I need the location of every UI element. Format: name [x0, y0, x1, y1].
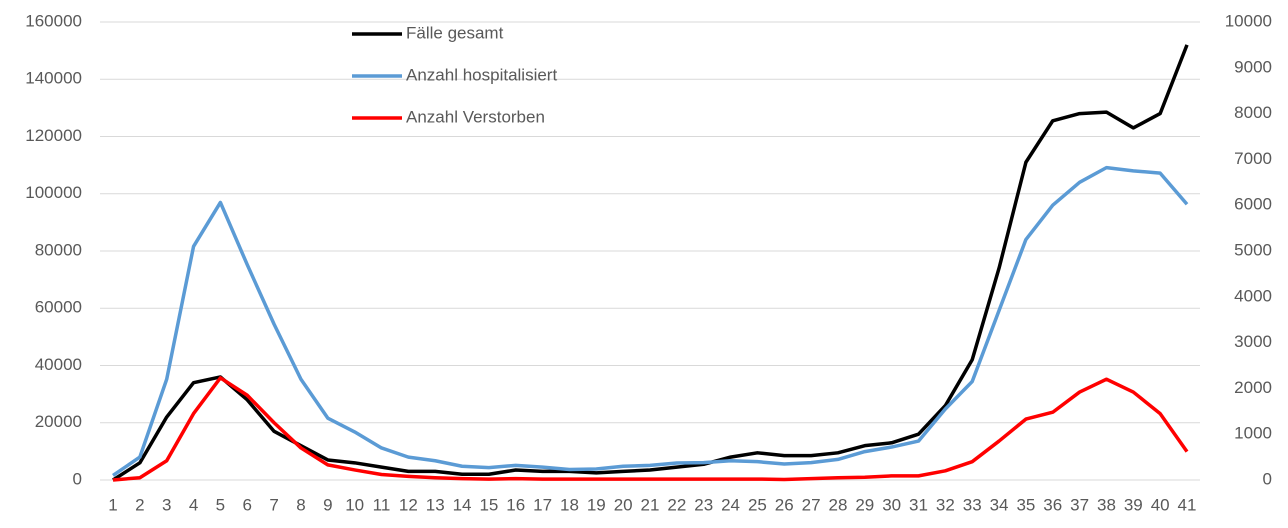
- x-tick-label: 37: [1070, 495, 1089, 514]
- x-tick-label: 16: [506, 495, 525, 514]
- y-tick-label: 100000: [25, 183, 82, 202]
- y2-tick-label: 8000: [1234, 103, 1272, 122]
- legend-label: Anzahl hospitalisiert: [406, 65, 557, 84]
- x-tick-label: 34: [990, 495, 1009, 514]
- y2-tick-label: 6000: [1234, 195, 1272, 214]
- x-tick-label: 38: [1097, 495, 1116, 514]
- x-tick-label: 29: [855, 495, 874, 514]
- y-tick-label: 0: [73, 469, 82, 488]
- x-tick-label: 25: [748, 495, 767, 514]
- series-line: [112, 165, 1189, 477]
- x-tick-label: 20: [614, 495, 633, 514]
- y2-tick-label: 2000: [1234, 378, 1272, 397]
- y2-tick-label: 3000: [1234, 332, 1272, 351]
- x-tick-label: 12: [399, 495, 418, 514]
- y-tick-label: 160000: [25, 11, 82, 30]
- y-tick-label: 60000: [35, 298, 82, 317]
- x-tick-label: 22: [667, 495, 686, 514]
- x-tick-label: 1: [108, 495, 117, 514]
- x-tick-label: 40: [1151, 495, 1170, 514]
- x-tick-label: 39: [1124, 495, 1143, 514]
- x-tick-label: 19: [587, 495, 606, 514]
- x-tick-label: 21: [641, 495, 660, 514]
- x-tick-label: 8: [296, 495, 305, 514]
- x-tick-label: 33: [963, 495, 982, 514]
- x-tick-label: 11: [373, 495, 391, 514]
- x-tick-label: 28: [828, 495, 847, 514]
- x-tick-label: 31: [909, 495, 928, 514]
- y2-tick-label: 9000: [1234, 57, 1272, 76]
- x-tick-label: 18: [560, 495, 579, 514]
- x-tick-label: 41: [1178, 495, 1197, 514]
- x-tick-label: 2: [135, 495, 144, 514]
- x-tick-label: 17: [533, 495, 552, 514]
- x-tick-label: 9: [323, 495, 332, 514]
- y-tick-label: 120000: [25, 126, 82, 145]
- x-tick-label: 35: [1016, 495, 1035, 514]
- x-tick-label: 26: [775, 495, 794, 514]
- x-tick-label: 3: [162, 495, 171, 514]
- x-tick-label: 27: [802, 495, 821, 514]
- y-tick-label: 40000: [35, 355, 82, 374]
- legend-label: Anzahl Verstorben: [406, 107, 545, 126]
- x-tick-label: 14: [453, 495, 472, 514]
- x-tick-label: 30: [882, 495, 901, 514]
- x-tick-label: 15: [479, 495, 498, 514]
- x-tick-label: 36: [1043, 495, 1062, 514]
- x-tick-label: 6: [243, 495, 252, 514]
- y2-tick-label: 0: [1263, 469, 1272, 488]
- series-line: [112, 376, 1189, 482]
- x-tick-label: 4: [189, 495, 198, 514]
- x-tick-label: 32: [936, 495, 955, 514]
- y2-tick-label: 10000: [1225, 11, 1272, 30]
- x-tick-label: 13: [426, 495, 445, 514]
- y-tick-label: 80000: [35, 240, 82, 259]
- series-line: [112, 44, 1189, 482]
- x-tick-label: 10: [345, 495, 364, 514]
- x-tick-label: 7: [269, 495, 278, 514]
- y-tick-label: 140000: [25, 69, 82, 88]
- y2-tick-label: 7000: [1234, 149, 1272, 168]
- x-tick-label: 23: [694, 495, 713, 514]
- y-tick-label: 20000: [35, 412, 82, 431]
- x-tick-label: 24: [721, 495, 740, 514]
- y2-tick-label: 4000: [1234, 286, 1272, 305]
- legend-label: Fälle gesamt: [406, 23, 504, 42]
- x-tick-label: 5: [216, 495, 225, 514]
- y2-tick-label: 1000: [1234, 424, 1272, 443]
- y2-tick-label: 5000: [1234, 240, 1272, 259]
